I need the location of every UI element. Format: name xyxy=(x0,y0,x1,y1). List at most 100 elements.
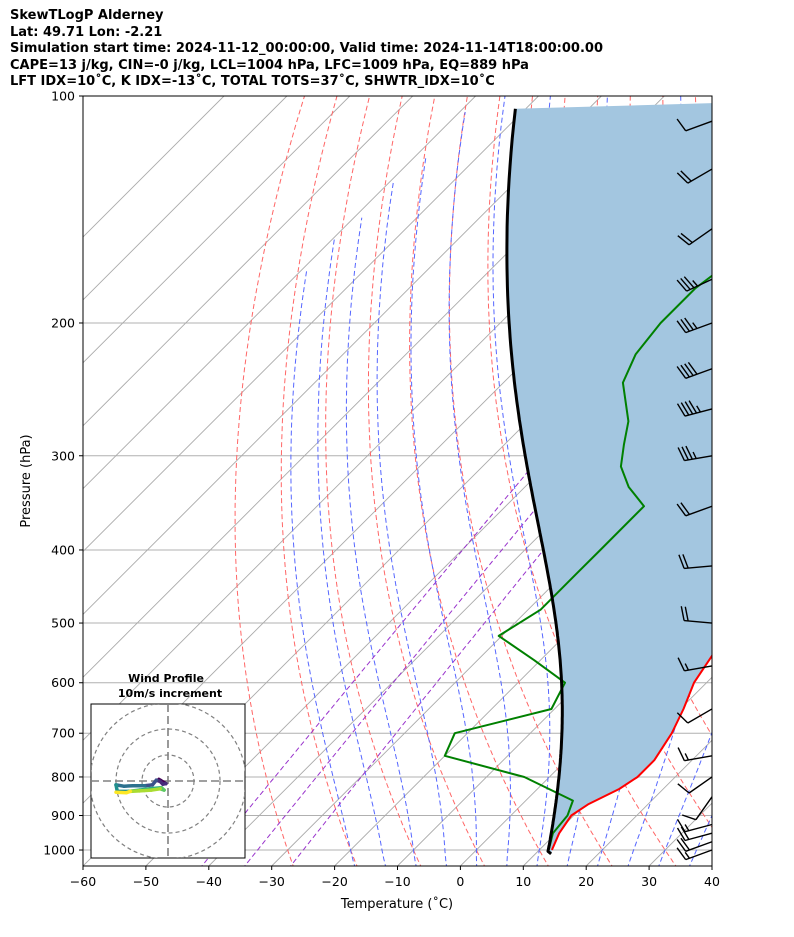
dry-adiabat-line xyxy=(234,96,306,866)
isotherm-line xyxy=(83,96,602,616)
y-axis-label: Pressure (hPa) xyxy=(19,434,34,527)
wind-barb-flag xyxy=(684,363,694,377)
dry-adiabat-line xyxy=(759,79,794,869)
y-tick-label: 100 xyxy=(51,89,75,104)
dry-adiabat-line xyxy=(448,96,613,866)
wind-barb-staff xyxy=(685,368,713,379)
isotherm-line xyxy=(83,96,351,364)
cape-shading xyxy=(506,103,712,854)
hodograph-segment xyxy=(137,788,153,793)
wind-barb-flag xyxy=(680,606,685,621)
wind-barb-staff xyxy=(684,755,713,762)
hodograph-subtitle: 10m/s increment xyxy=(118,687,222,700)
x-tick-label: −50 xyxy=(133,874,159,889)
wind-barb-flag xyxy=(684,606,689,622)
wind-barb xyxy=(681,796,713,821)
chart-title-coordinates: Lat: 49.71 Lon: -2.21 xyxy=(10,24,163,40)
wind-barb xyxy=(676,276,713,292)
wind-barb-flag xyxy=(680,402,690,416)
profile-layer xyxy=(443,103,712,856)
x-tick-label: −60 xyxy=(70,874,96,889)
y-tick-label: 500 xyxy=(51,616,75,631)
wind-barb-flag xyxy=(676,118,687,132)
wind-barb-flag xyxy=(676,279,688,292)
wind-barb xyxy=(676,502,713,517)
wind-barb-flag xyxy=(676,320,687,334)
wind-barb xyxy=(676,361,713,379)
hodograph-title: Wind Profile xyxy=(128,672,204,685)
wind-barb xyxy=(676,118,713,132)
dry-adiabat-line xyxy=(409,96,549,866)
wind-barb-staff xyxy=(688,228,713,246)
wind-barb xyxy=(677,228,713,246)
wind-barb xyxy=(677,776,713,794)
dry-adiabat-line xyxy=(325,96,422,866)
mixing-ratio-line xyxy=(289,342,712,866)
isotherm-line xyxy=(83,96,414,427)
wind-barb-flag xyxy=(677,783,690,794)
wind-barb-flag xyxy=(676,839,687,852)
wind-barb xyxy=(676,708,713,724)
wind-barb-staff xyxy=(684,823,713,833)
isotherm-line xyxy=(397,550,712,866)
y-tick-label: 200 xyxy=(51,315,75,330)
moist-adiabat-line xyxy=(345,217,417,866)
wind-barb-staff xyxy=(684,455,713,462)
wind-barb-flag xyxy=(680,502,690,515)
wind-barb-staff xyxy=(685,322,713,334)
wind-barb-flag xyxy=(676,847,687,861)
wind-barb-flag xyxy=(680,318,690,332)
moist-adiabat-line xyxy=(448,111,511,866)
wind-barb-flag xyxy=(681,814,697,821)
wind-barb-flag xyxy=(677,235,690,246)
wind-barb-staff xyxy=(684,619,713,624)
x-tick-label: 10 xyxy=(515,874,531,889)
wind-barb xyxy=(676,400,713,417)
wind-barb-flag xyxy=(676,818,686,833)
x-tick-label: 30 xyxy=(641,874,657,889)
wind-barb-half-flag xyxy=(684,824,690,832)
wind-barb-half-flag xyxy=(692,451,697,459)
wind-barb-flag xyxy=(677,447,686,461)
moist-adiabat-line xyxy=(410,155,478,866)
wind-barb-staff xyxy=(684,665,713,672)
hodograph-segment xyxy=(114,790,129,795)
y-tick-label: 600 xyxy=(51,675,75,690)
wind-barb-half-flag xyxy=(692,322,698,329)
x-tick-label: 0 xyxy=(456,874,464,889)
wind-barb-flag xyxy=(683,276,695,289)
wind-barb-half-flag xyxy=(684,753,690,761)
isotherm-line xyxy=(83,96,476,490)
wind-barb-flag xyxy=(678,554,685,569)
wind-barb xyxy=(680,606,713,624)
y-tick-label: 400 xyxy=(51,542,75,557)
wind-barb-flag xyxy=(676,827,686,841)
wind-barb xyxy=(677,747,713,762)
wind-barb-staff xyxy=(688,776,713,794)
hodograph: Wind Profile 10m/s increment xyxy=(90,672,246,859)
wind-barb-staff xyxy=(685,120,713,132)
y-tick-label: 800 xyxy=(51,769,75,784)
moist-adiabat-line xyxy=(719,79,794,869)
wind-barb-staff xyxy=(685,505,713,517)
axis-layer: −60 −50 −40 −30 −20 −10 0 10 20 30 40 100 200 300 400 5… xyxy=(43,89,720,890)
wind-barb-flag xyxy=(680,170,692,182)
wind-barb-flag xyxy=(677,657,686,672)
x-tick-label: 20 xyxy=(578,874,594,889)
y-tick-label: 1000 xyxy=(43,843,75,858)
moist-adiabat-line xyxy=(317,239,387,866)
wind-barb xyxy=(677,445,713,462)
chart-title-cape: CAPE=13 j/kg, CIN=-0 j/kg, LCL=1004 hPa,… xyxy=(10,57,529,73)
moist-adiabat-line xyxy=(658,731,712,866)
wind-barb xyxy=(678,554,713,570)
wind-barb-staff xyxy=(695,796,713,821)
isotherm-line xyxy=(83,96,288,301)
isotherm-line xyxy=(83,96,539,553)
wind-barb-flag xyxy=(688,400,698,414)
wind-barb-staff xyxy=(686,278,713,292)
dry-adiabat-line xyxy=(367,96,486,866)
wind-barb-flag xyxy=(680,364,690,378)
wind-barb-half-flag xyxy=(684,851,690,859)
isotherm-line xyxy=(711,865,712,866)
wind-barb-flag xyxy=(680,232,693,244)
